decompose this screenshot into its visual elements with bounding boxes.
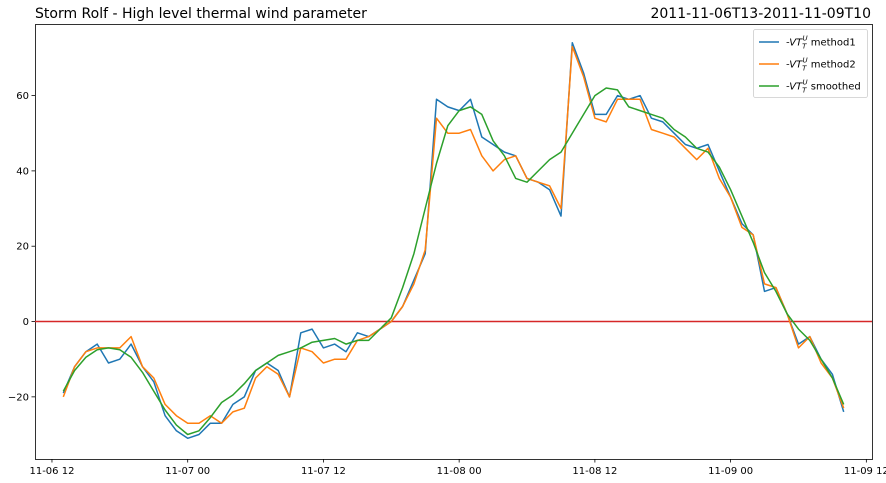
x-tick-label: 11-08 12 — [572, 466, 617, 477]
legend-box — [753, 29, 868, 98]
x-tick-label: 11-08 00 — [437, 466, 482, 477]
legend: -VTTU method1 -VTTU method2 -VTTU smoothed — [753, 29, 868, 98]
x-tick-label: 11-09 12 — [844, 466, 886, 477]
y-tick-label: 20 — [16, 242, 29, 253]
y-tick-label: 0 — [23, 317, 29, 328]
x-tick-label: 11-06 12 — [29, 466, 74, 477]
x-tick-label: 11-09 00 — [708, 466, 753, 477]
legend-label-method2: -VTTU method2 — [786, 57, 856, 73]
plot-area-frame — [35, 24, 873, 460]
series-line-method1 — [62, 42, 845, 440]
x-tick-label: 11-07 12 — [301, 466, 346, 477]
chart-date-range: 2011-11-06T13-2011-11-09T10 — [650, 6, 871, 22]
legend-label-smoothed: -VTTU smoothed — [786, 79, 861, 95]
y-tick-label: −20 — [8, 392, 29, 403]
y-axis: −20 0 20 40 60 — [8, 91, 35, 403]
x-axis: 11-06 12 11-07 00 11-07 12 11-08 00 11-08 12… — [29, 459, 886, 477]
series-layer — [62, 42, 845, 440]
y-tick-label: 60 — [16, 91, 29, 102]
series-line-smoothed — [62, 87, 845, 436]
chart-title: Storm Rolf - High level thermal wind par… — [35, 6, 367, 22]
series-line-method2 — [62, 45, 845, 424]
x-tick-label: 11-07 00 — [165, 466, 210, 477]
legend-label-method1: -VTTU method1 — [786, 35, 856, 51]
y-tick-label: 40 — [16, 166, 29, 177]
